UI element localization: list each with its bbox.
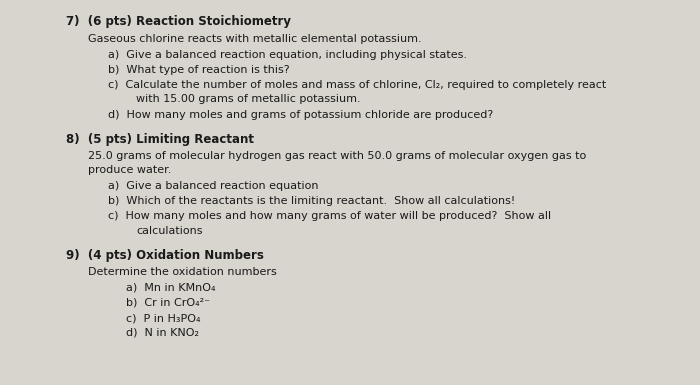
Text: calculations: calculations — [136, 226, 203, 236]
Text: 7)  (6 pts) Reaction Stoichiometry: 7) (6 pts) Reaction Stoichiometry — [66, 15, 291, 28]
Text: d)  How many moles and grams of potassium chloride are produced?: d) How many moles and grams of potassium… — [108, 110, 493, 120]
Text: b)  Cr in CrO₄²⁻: b) Cr in CrO₄²⁻ — [126, 298, 210, 308]
Text: a)  Give a balanced reaction equation: a) Give a balanced reaction equation — [108, 181, 319, 191]
Text: c)  Calculate the number of moles and mass of chlorine, Cl₂, required to complet: c) Calculate the number of moles and mas… — [108, 80, 607, 90]
Text: produce water.: produce water. — [88, 165, 171, 175]
Text: with 15.00 grams of metallic potassium.: with 15.00 grams of metallic potassium. — [136, 94, 361, 104]
Text: Gaseous chlorine reacts with metallic elemental potassium.: Gaseous chlorine reacts with metallic el… — [88, 34, 421, 44]
Text: d)  N in KNO₂: d) N in KNO₂ — [126, 328, 199, 338]
Text: 9)  (4 pts) Oxidation Numbers: 9) (4 pts) Oxidation Numbers — [66, 249, 265, 262]
Text: 8)  (5 pts) Limiting Reactant: 8) (5 pts) Limiting Reactant — [66, 133, 255, 146]
Text: Determine the oxidation numbers: Determine the oxidation numbers — [88, 267, 276, 277]
Text: b)  Which of the reactants is the limiting reactant.  Show all calculations!: b) Which of the reactants is the limitin… — [108, 196, 516, 206]
Text: c)  P in H₃PO₄: c) P in H₃PO₄ — [126, 313, 200, 323]
Text: b)  What type of reaction is this?: b) What type of reaction is this? — [108, 65, 290, 75]
Text: a)  Mn in KMnO₄: a) Mn in KMnO₄ — [126, 283, 216, 293]
Text: 25.0 grams of molecular hydrogen gas react with 50.0 grams of molecular oxygen g: 25.0 grams of molecular hydrogen gas rea… — [88, 151, 586, 161]
Text: a)  Give a balanced reaction equation, including physical states.: a) Give a balanced reaction equation, in… — [108, 50, 468, 60]
Text: c)  How many moles and how many grams of water will be produced?  Show all: c) How many moles and how many grams of … — [108, 211, 552, 221]
